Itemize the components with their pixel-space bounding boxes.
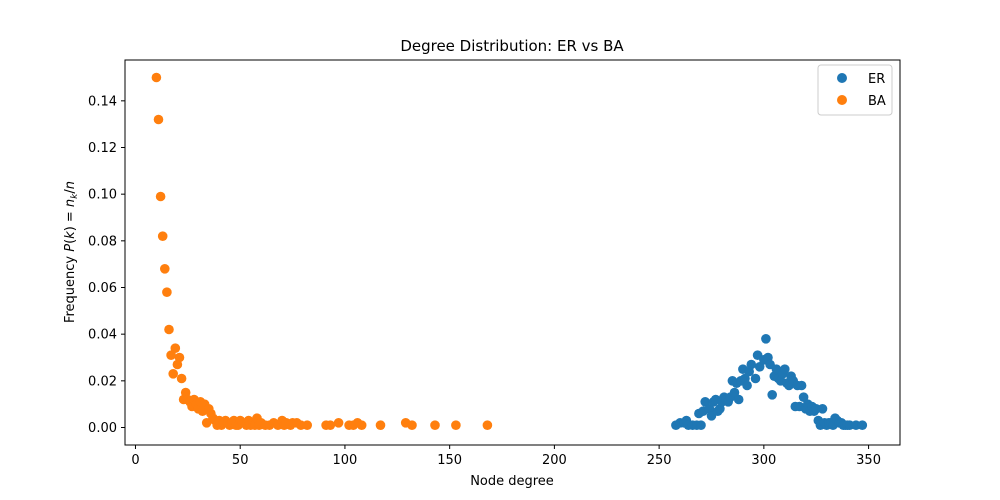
x-tick-label: 300 xyxy=(751,453,776,468)
y-axis-label-sub-k: k xyxy=(70,193,80,199)
y-axis: 0.00 0.02 0.04 0.06 0.08 0.10 0.12 0.14 xyxy=(88,94,125,436)
data-point-ba xyxy=(166,350,176,361)
plot-frame xyxy=(124,59,901,446)
data-point-ba xyxy=(451,420,461,431)
legend: ER BA xyxy=(817,64,893,116)
data-point-er xyxy=(761,334,771,344)
y-tick-label: 0.14 xyxy=(88,94,117,109)
y-axis-label-paren-close: ) = xyxy=(63,207,78,231)
y-axis-label: Frequency P(k) = nk/n xyxy=(63,181,80,323)
x-tick-label: 150 xyxy=(437,453,462,468)
data-point-ba xyxy=(162,287,172,298)
plot-marks xyxy=(151,72,868,431)
data-point-ba xyxy=(168,369,178,379)
data-point-ba xyxy=(151,72,162,83)
data-point-er xyxy=(742,380,752,391)
legend-ba-marker xyxy=(837,95,847,105)
data-point-ba xyxy=(482,420,493,431)
y-axis-label-math: P xyxy=(63,244,78,252)
data-point-ba xyxy=(170,343,181,354)
y-tick-label: 0.10 xyxy=(88,188,117,203)
data-point-er xyxy=(700,397,710,407)
x-tick-label: 200 xyxy=(542,453,567,468)
data-point-ba xyxy=(356,420,367,431)
legend-er-label: ER xyxy=(868,72,885,87)
data-point-ba xyxy=(155,191,166,202)
data-point-er xyxy=(729,387,740,398)
data-point-ba xyxy=(430,420,440,431)
data-point-er xyxy=(733,394,744,405)
x-tick-label: 100 xyxy=(333,453,358,468)
data-point-ba xyxy=(333,418,344,428)
series-er xyxy=(671,334,868,431)
x-tick-label: 250 xyxy=(647,453,672,468)
y-axis-label-n2: n xyxy=(63,181,78,189)
legend-ba-label: BA xyxy=(868,94,886,109)
data-point-er xyxy=(780,364,790,375)
data-point-ba xyxy=(302,420,313,431)
data-point-ba xyxy=(375,420,386,431)
y-tick-label: 0.02 xyxy=(88,374,117,389)
y-axis-label-paren-open: ( xyxy=(63,239,78,244)
data-point-ba xyxy=(176,373,187,384)
data-point-er xyxy=(857,420,868,431)
x-tick-label: 50 xyxy=(232,453,249,468)
y-tick-label: 0.04 xyxy=(88,328,117,343)
legend-box xyxy=(817,64,893,116)
data-point-er xyxy=(798,392,809,403)
x-tick-label: 350 xyxy=(856,453,881,468)
data-point-er xyxy=(817,404,828,414)
data-point-ba xyxy=(157,231,168,241)
data-point-er xyxy=(696,420,706,431)
data-point-ba xyxy=(164,324,174,335)
y-tick-label: 0.00 xyxy=(88,421,117,436)
data-point-ba xyxy=(407,420,417,431)
chart-title: Degree Distribution: ER vs BA xyxy=(400,37,624,55)
x-axis: 0 50 100 150 200 250 300 350 xyxy=(131,445,881,468)
y-axis-label-prefix: Frequency xyxy=(63,252,78,323)
data-point-er xyxy=(750,373,761,384)
data-point-ba xyxy=(325,420,336,431)
y-tick-label: 0.08 xyxy=(88,234,117,249)
data-point-er xyxy=(767,390,777,400)
data-point-ba xyxy=(174,352,185,363)
legend-er-marker xyxy=(837,73,847,83)
data-point-ba xyxy=(153,114,164,125)
y-tick-label: 0.06 xyxy=(88,281,117,296)
data-point-er xyxy=(746,359,757,370)
x-axis-label: Node degree xyxy=(470,474,554,489)
y-axis-label-k: k xyxy=(63,231,78,239)
series-ba xyxy=(151,72,493,431)
y-axis-label-n: n xyxy=(63,199,78,207)
data-point-er xyxy=(796,380,807,391)
x-tick-label: 0 xyxy=(131,453,139,468)
y-tick-label: 0.12 xyxy=(88,141,117,156)
y-axis-label-slash: / xyxy=(63,189,78,194)
data-point-ba xyxy=(160,264,170,274)
data-point-er xyxy=(754,362,765,372)
